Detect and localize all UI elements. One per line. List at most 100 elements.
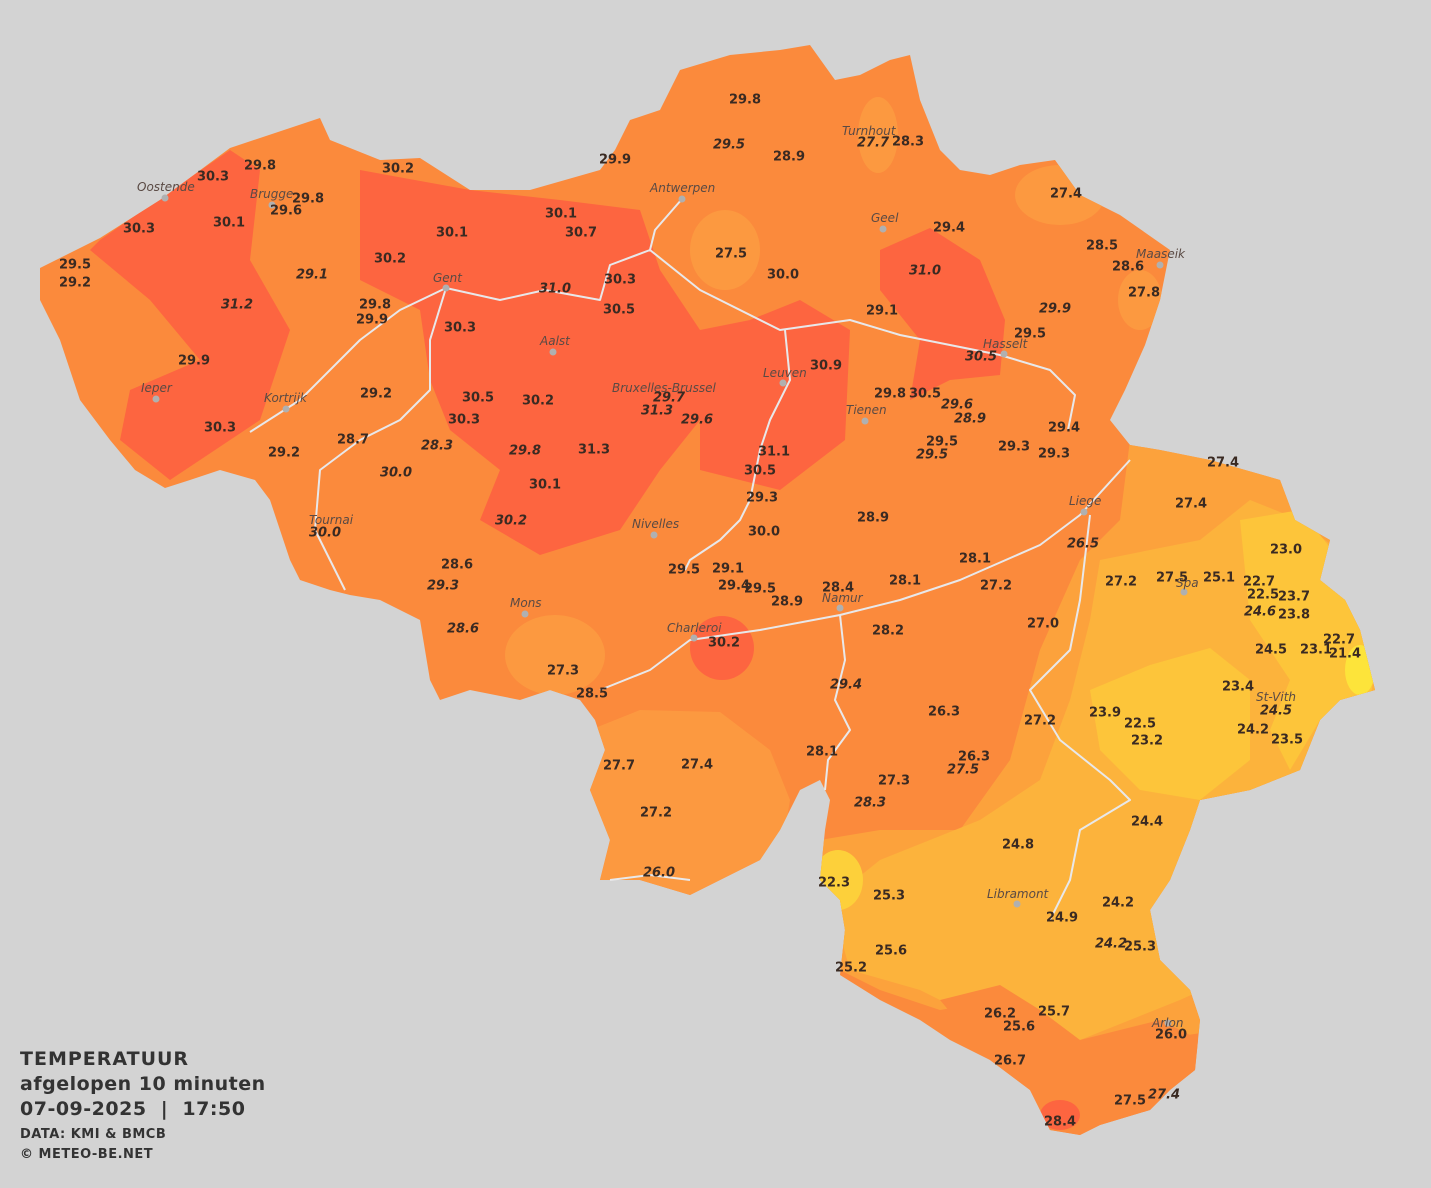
temperature-reading: 30.0: [767, 268, 799, 283]
city-label: Oostende: [137, 180, 195, 194]
temperature-reading: 29.2: [268, 446, 300, 461]
temperature-reading: 28.1: [806, 745, 838, 760]
temperature-reading: 29.1: [712, 562, 744, 577]
temperature-reading: 24.5: [1260, 704, 1292, 719]
city-dot: [282, 405, 290, 413]
temperature-reading: 27.3: [878, 774, 910, 789]
temperature-reading: 29.3: [427, 579, 459, 594]
province-border: [684, 329, 791, 571]
temperature-reading: 23.8: [1278, 608, 1310, 623]
temperature-reading: 27.4: [1175, 497, 1207, 512]
city-dot: [442, 284, 450, 292]
city-dot: [1000, 350, 1008, 358]
temperature-reading: 26.3: [928, 705, 960, 720]
city-dot: [1156, 261, 1164, 269]
temperature-reading: 25.6: [875, 944, 907, 959]
temperature-reading: 23.4: [1222, 680, 1254, 695]
city-label: Leuven: [763, 366, 807, 380]
temperature-reading: 31.3: [578, 443, 610, 458]
city-label: Liege: [1069, 494, 1101, 508]
province-border: [1029, 514, 1131, 921]
temperature-reading: 23.9: [1089, 706, 1121, 721]
province-border: [824, 614, 851, 791]
city-dot: [861, 417, 869, 425]
temperature-reading: 29.2: [59, 276, 91, 291]
city-label: Brugge: [250, 187, 293, 201]
temperature-reading: 29.3: [998, 440, 1030, 455]
zone-hot: [360, 170, 850, 555]
temperature-reading: 24.2: [1095, 937, 1127, 952]
city-dot: [268, 201, 276, 209]
temperature-reading: 23.5: [1271, 733, 1303, 748]
temperature-reading: 27.5: [1156, 571, 1188, 586]
legend-copyright: © METEO-BE.NET: [20, 1147, 153, 1162]
zone-mild: [505, 615, 605, 695]
legend-timestamp: 07-09-2025 | 17:50: [20, 1098, 245, 1120]
temperature-reading: 27.4: [1148, 1088, 1180, 1103]
temperature-reading: 29.8: [292, 192, 324, 207]
legend-source: DATA: KMI & BMCB: [20, 1127, 166, 1142]
temperature-reading: 28.9: [954, 412, 986, 427]
temperature-reading: 27.2: [1105, 575, 1137, 590]
temperature-reading: 29.3: [746, 491, 778, 506]
city-label: Antwerpen: [649, 181, 715, 195]
temperature-reading: 24.2: [1102, 896, 1134, 911]
temperature-reading: 21.4: [1329, 647, 1361, 662]
temperature-reading: 29.6: [270, 204, 302, 219]
city-label: Maaseik: [1136, 247, 1186, 261]
temperature-reading: 22.5: [1124, 717, 1156, 732]
temperature-reading: 27.5: [1114, 1094, 1146, 1109]
city-dot: [836, 604, 844, 612]
city-label: Tienen: [846, 403, 887, 417]
temperature-reading: 26.2: [984, 1007, 1016, 1022]
temperature-reading: 30.2: [708, 636, 740, 651]
temperature-reading: 28.3: [421, 439, 453, 454]
temperature-reading: 27.3: [547, 664, 579, 679]
temperature-reading: 30.0: [380, 466, 412, 481]
temperature-reading: 28.5: [1086, 239, 1118, 254]
temperature-reading: 30.2: [495, 514, 527, 529]
temperature-reading: 30.5: [909, 387, 941, 402]
temperature-reading: 28.1: [889, 574, 921, 589]
temperature-reading: 27.4: [1207, 456, 1239, 471]
temperature-reading: 30.2: [522, 394, 554, 409]
temperature-reading: 30.5: [744, 464, 776, 479]
temperature-reading: 29.5: [713, 138, 745, 153]
temperature-reading: 29.1: [866, 304, 898, 319]
city-dot: [521, 610, 529, 618]
province-border: [609, 874, 691, 881]
city-label: Kortrijk: [264, 391, 308, 405]
zone-hot: [690, 616, 754, 680]
temperature-reading: 29.7: [653, 391, 686, 406]
temperature-reading: 29.4: [933, 221, 965, 236]
temperature-reading: 23.0: [1270, 543, 1302, 558]
temperature-reading: 28.6: [441, 558, 473, 573]
temperature-reading: 28.3: [892, 135, 924, 150]
province-border: [599, 459, 1131, 691]
temperature-reading: 22.7: [1323, 633, 1355, 648]
temperature-reading: 23.1: [1300, 643, 1332, 658]
city-label: Nivelles: [632, 517, 679, 531]
city-dot: [1180, 588, 1188, 596]
temperature-reading: 30.1: [545, 207, 577, 222]
zone-mild: [690, 210, 760, 290]
temperature-reading: 30.2: [382, 162, 414, 177]
zone-hot: [1040, 1100, 1080, 1130]
city-label: St-Vith: [1256, 690, 1296, 704]
temperature-reading: 29.9: [599, 153, 631, 168]
temperature-reading: 24.6: [1244, 605, 1276, 620]
readings: 29.829.528.927.7 28.329.930.229.830.329.8…: [59, 93, 1361, 1130]
temperature-reading: 31.3: [641, 404, 673, 419]
temperature-reading: 29.9: [1039, 302, 1071, 317]
temperature-reading: 26.0: [643, 866, 675, 881]
city-label: Mons: [510, 596, 542, 610]
temperature-reading: 30.0: [309, 526, 341, 541]
temperature-reading: 29.5: [1014, 327, 1046, 342]
city-dot: [879, 225, 887, 233]
temperature-reading: 27.7: [603, 759, 635, 774]
temperature-reading: 27.2: [640, 806, 672, 821]
city-dot: [1080, 508, 1088, 516]
temperature-reading: 29.8: [359, 298, 391, 313]
city-dot: [549, 348, 557, 356]
